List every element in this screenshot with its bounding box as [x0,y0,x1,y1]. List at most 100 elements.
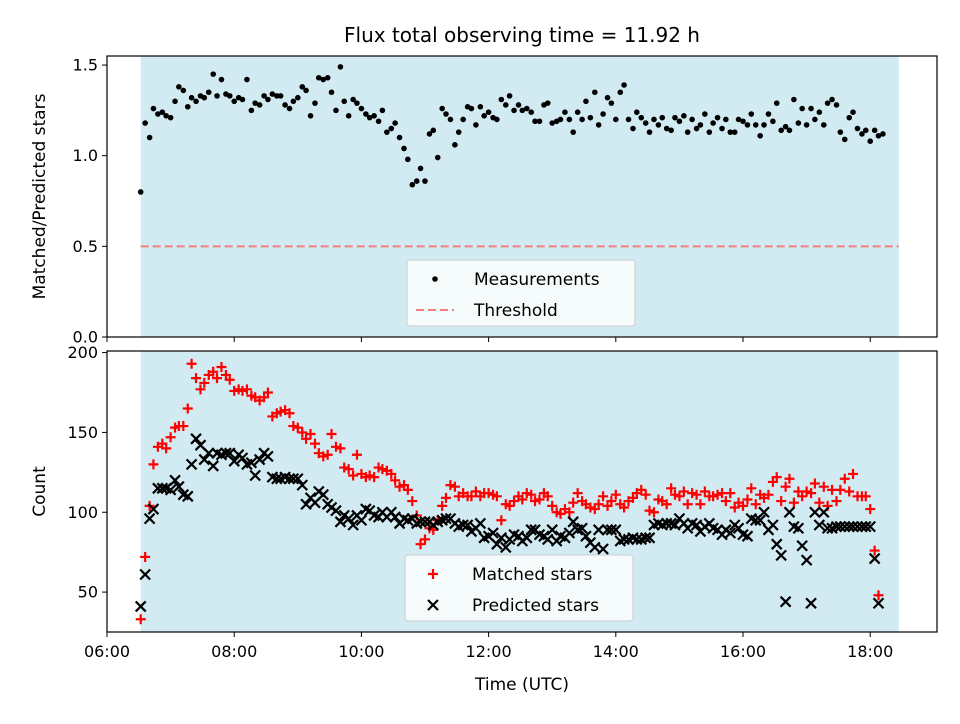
matched-star-point [598,491,609,502]
matched-star-point [619,502,630,513]
matched-star-point [470,486,481,497]
predicted-star-point [134,600,147,613]
measurement-point [757,132,763,139]
measurement-point [379,107,386,114]
y-tick-label: 0.0 [73,328,98,347]
predicted-star-point [754,514,766,527]
predicted-star-point [792,522,805,534]
matched-star-point [564,507,575,518]
measurement-point [358,105,365,112]
predicted-star-point [843,520,856,533]
predicted-star-point [198,453,211,466]
measurement-point [341,98,348,105]
measurement-point [210,71,217,77]
measurement-point [256,102,263,108]
predicted-star-point [300,498,312,511]
matched-star-point [241,384,252,395]
matched-star-point [390,475,401,486]
matched-star-point [437,500,448,511]
measurement-point [668,127,674,134]
matched-star-point [848,468,859,479]
measurement-point [651,116,657,123]
measurement-point [608,100,615,106]
matched-star-point [674,491,685,502]
predicted-star-point [317,488,330,501]
measurement-point [477,103,484,110]
matched-star-point [636,484,647,495]
measurement-point [401,145,407,152]
legend-marker-matched [428,569,438,579]
matched-star-point [309,438,320,449]
matched-star-point [547,500,558,511]
legend-box [404,554,634,622]
measurement-point [506,93,513,99]
predicted-star-point [143,512,156,525]
matched-star-point [835,484,846,495]
measurement-point [684,129,691,135]
measurement-point [773,100,780,106]
measurement-point [439,105,445,112]
matched-star-point [284,408,295,419]
measurement-point [299,84,306,90]
predicted-star-point [487,527,499,539]
measurement-point [646,129,653,135]
predicted-star-point [249,469,261,482]
matched-star-point [530,496,541,507]
measurement-point [536,118,543,125]
measurement-point [226,93,233,99]
predicted-star-point [185,458,198,471]
matched-star-point [292,422,303,433]
measurement-point [862,127,869,134]
measurement-point [172,98,178,105]
chart-title: Flux total observing time = 11.92 h [344,23,700,47]
matched-star-point [806,488,817,499]
matched-star-point [297,427,308,438]
measurement-point [816,109,823,115]
legend: Matched stars Predicted stars [404,554,634,622]
matched-star-point [237,385,248,396]
predicted-star-point [770,538,783,550]
measurement-point [413,178,420,184]
matched-star-point [606,496,617,507]
measurement-point [638,114,645,121]
predicted-star-point [805,597,817,610]
measurement-point [846,114,853,121]
matched-star-point [814,497,825,508]
measurement-point [867,138,874,145]
measurement-point [188,94,195,101]
measurement-point [714,114,721,121]
measurement-point [574,109,581,115]
matched-star-point [195,384,206,395]
measurement-point [392,120,398,126]
matched-star-point [348,470,359,481]
matched-star-point [262,387,273,398]
matched-star-point [305,429,316,440]
matched-star-point [483,488,494,499]
measurement-point [350,96,356,103]
measurement-point [498,96,505,103]
matched-star-point [496,515,507,526]
measurement-point [617,89,624,96]
predicted-star-point [236,452,249,464]
matched-star-point [322,449,333,460]
measurement-point [481,113,487,119]
measurement-point [689,116,695,123]
measurement-point [562,109,568,115]
x-tick-label: 14:00 [593,642,639,661]
predicted-star-point [500,541,512,554]
x-axis-label: Time (UTC) [474,675,569,695]
predicted-star-point [809,506,821,519]
matched-star-point [199,377,210,388]
matched-star-point [771,472,782,483]
predicted-star-point [147,503,160,515]
predicted-star-point [491,538,503,550]
measurement-point [180,87,187,94]
predicted-star-point [262,450,274,463]
matched-star-point [326,429,337,440]
measurement-point [719,125,725,132]
predicted-star-point [864,520,876,533]
measurement-point [604,94,611,101]
predicted-star-point [389,511,401,523]
predicted-star-point [868,552,881,565]
matched-star-point [526,489,537,500]
